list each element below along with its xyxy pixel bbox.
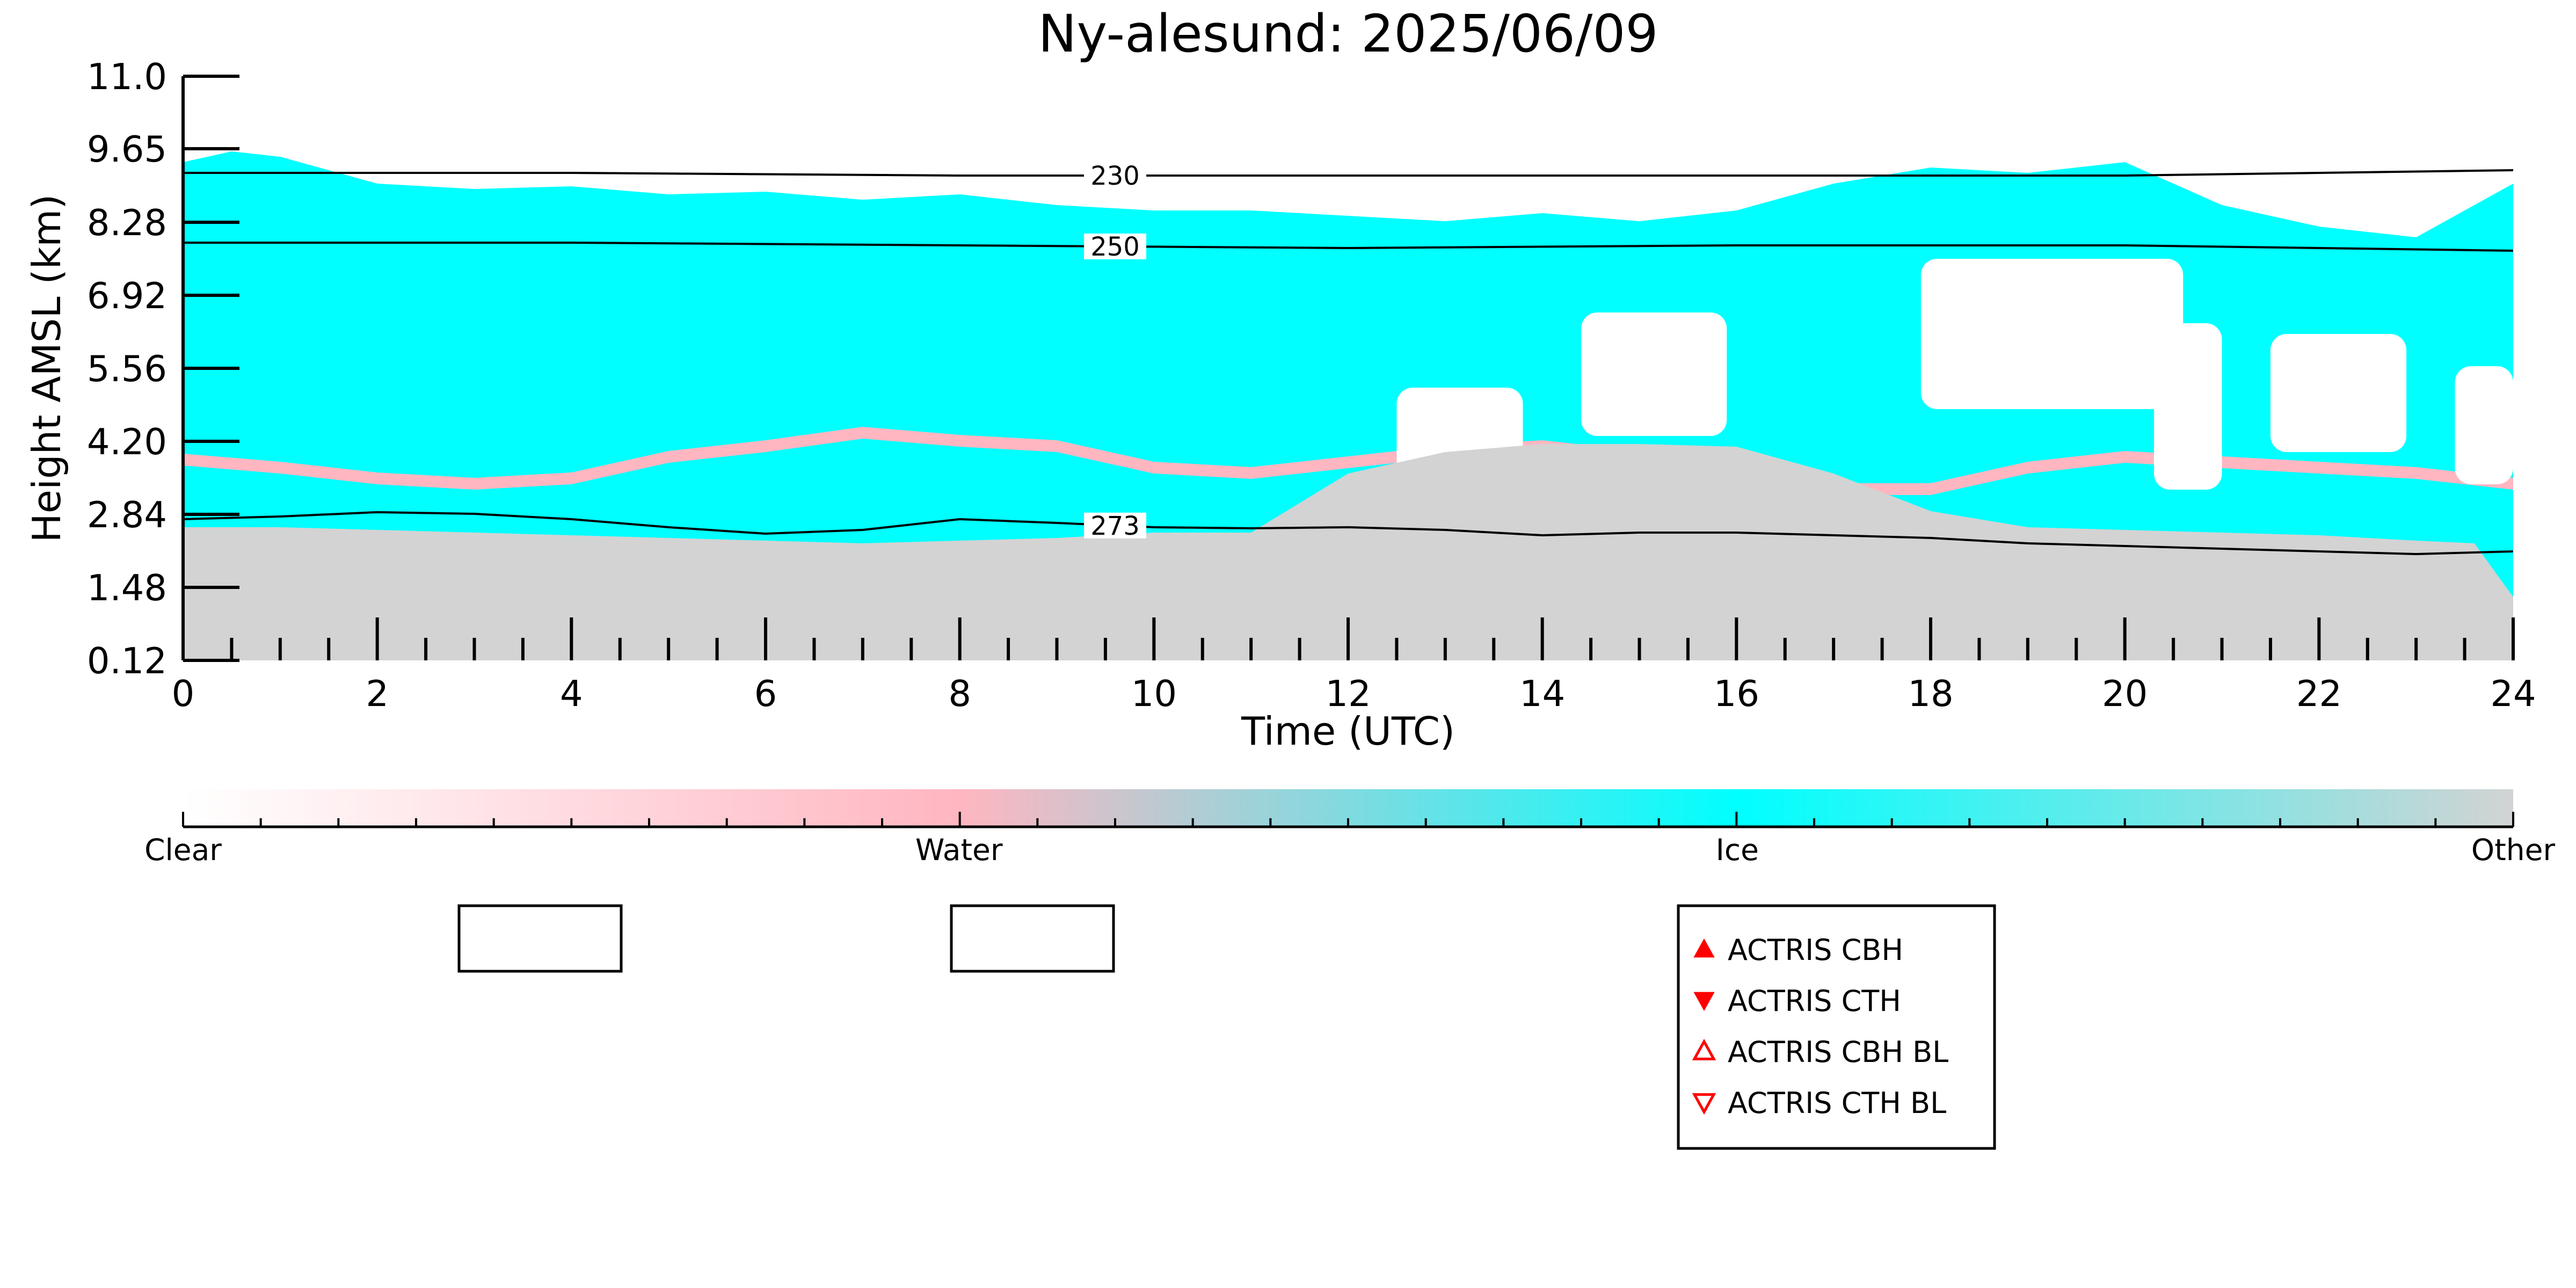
colorbar-ticks [182,812,2514,827]
x-tick-label: 12 [1325,673,1371,715]
contour-line-273 [183,511,2513,556]
contour-label-bg [1084,512,1146,539]
y-axis-label: Height AMSL (km) [24,194,69,543]
y-tick-label: 9.65 [87,128,167,170]
colorbar: Clear Water Ice Other [144,789,2555,867]
clear-gap [1581,312,1727,436]
y-tick-label: 0.12 [87,640,167,682]
x-tick-label: 16 [1714,673,1759,715]
empty-legend-box-2 [950,904,1115,973]
x-tick-label: 4 [560,673,583,715]
colorbar-labels: Clear Water Ice Other [144,833,2555,867]
x-tick-label: 14 [1519,673,1565,715]
y-tick-label: 1.48 [87,567,167,609]
colorbar-label-clear: Clear [144,833,222,867]
x-tick-label: 0 [172,673,195,715]
plot-area [183,151,2513,660]
contour-line-250 [183,242,2513,252]
x-tick-label: 6 [754,673,777,715]
triangle-down-icon [1693,992,1715,1012]
y-axis: 0.12 1.48 2.84 4.20 5.56 6.92 8.28 9.65 11.0 [87,56,239,682]
clear-gap [2153,323,2222,490]
x-tick-label: 2 [366,673,389,715]
colorbar-label-ice: Ice [1716,833,1759,867]
contour-label-bg [1084,234,1146,259]
legend-label: ACTRIS CBH [1728,933,1903,967]
colorbar-label-water: Water [915,833,1003,867]
x-axis: 0 2 4 6 8 10 12 14 16 18 20 22 24 [172,617,2536,715]
empty-legend-box-1 [457,904,623,973]
triangle-up-icon [1692,1038,1716,1060]
legend-frame [1677,904,1996,1150]
chart-title: Ny-alesund: 2025/06/09 [1038,4,1658,64]
legend-label: ACTRIS CTH BL [1728,1086,1946,1120]
colorbar-label-other: Other [2471,833,2556,867]
temperature-contours [183,169,2513,556]
x-tick-label: 8 [948,673,971,715]
y-tick-label: 8.28 [87,202,167,244]
x-tick-label: 20 [2102,673,2148,715]
contour-label-250: 250 [1090,232,1140,262]
clear-gap [2270,334,2407,452]
triangle-up-icon [1693,938,1715,958]
y-tick-label: 2.84 [87,494,167,536]
contour-label-230: 230 [1090,161,1140,191]
x-tick-label: 22 [2296,673,2342,715]
contour-label-273: 273 [1090,511,1140,541]
other-region [183,444,2513,660]
x-tick-label: 24 [2490,673,2536,715]
legend-label: ACTRIS CTH [1728,984,1901,1018]
y-tick-label: 6.92 [87,275,167,317]
x-tick-label: 18 [1908,673,1953,715]
y-tick-label: 11.0 [87,56,167,98]
x-axis-label: Time (UTC) [1241,709,1455,754]
contour-line-230 [183,169,2513,177]
x-tick-label: 10 [1131,673,1177,715]
legend-label: ACTRIS CBH BL [1728,1035,1948,1069]
y-tick-label: 5.56 [87,348,167,390]
y-tick-label: 4.20 [87,421,167,463]
water-layer [183,427,2513,495]
clear-gap [2455,366,2513,484]
contour-label-bg [1084,163,1146,188]
classification-field [183,151,2513,660]
legend: ACTRIS CBH ACTRIS CTH ACTRIS CBH BL ACTRIS … [1677,904,1996,1150]
clear-gap [1920,259,2184,409]
contour-labels: 230 250 273 [1084,161,1146,541]
triangle-down-icon [1692,1093,1716,1115]
